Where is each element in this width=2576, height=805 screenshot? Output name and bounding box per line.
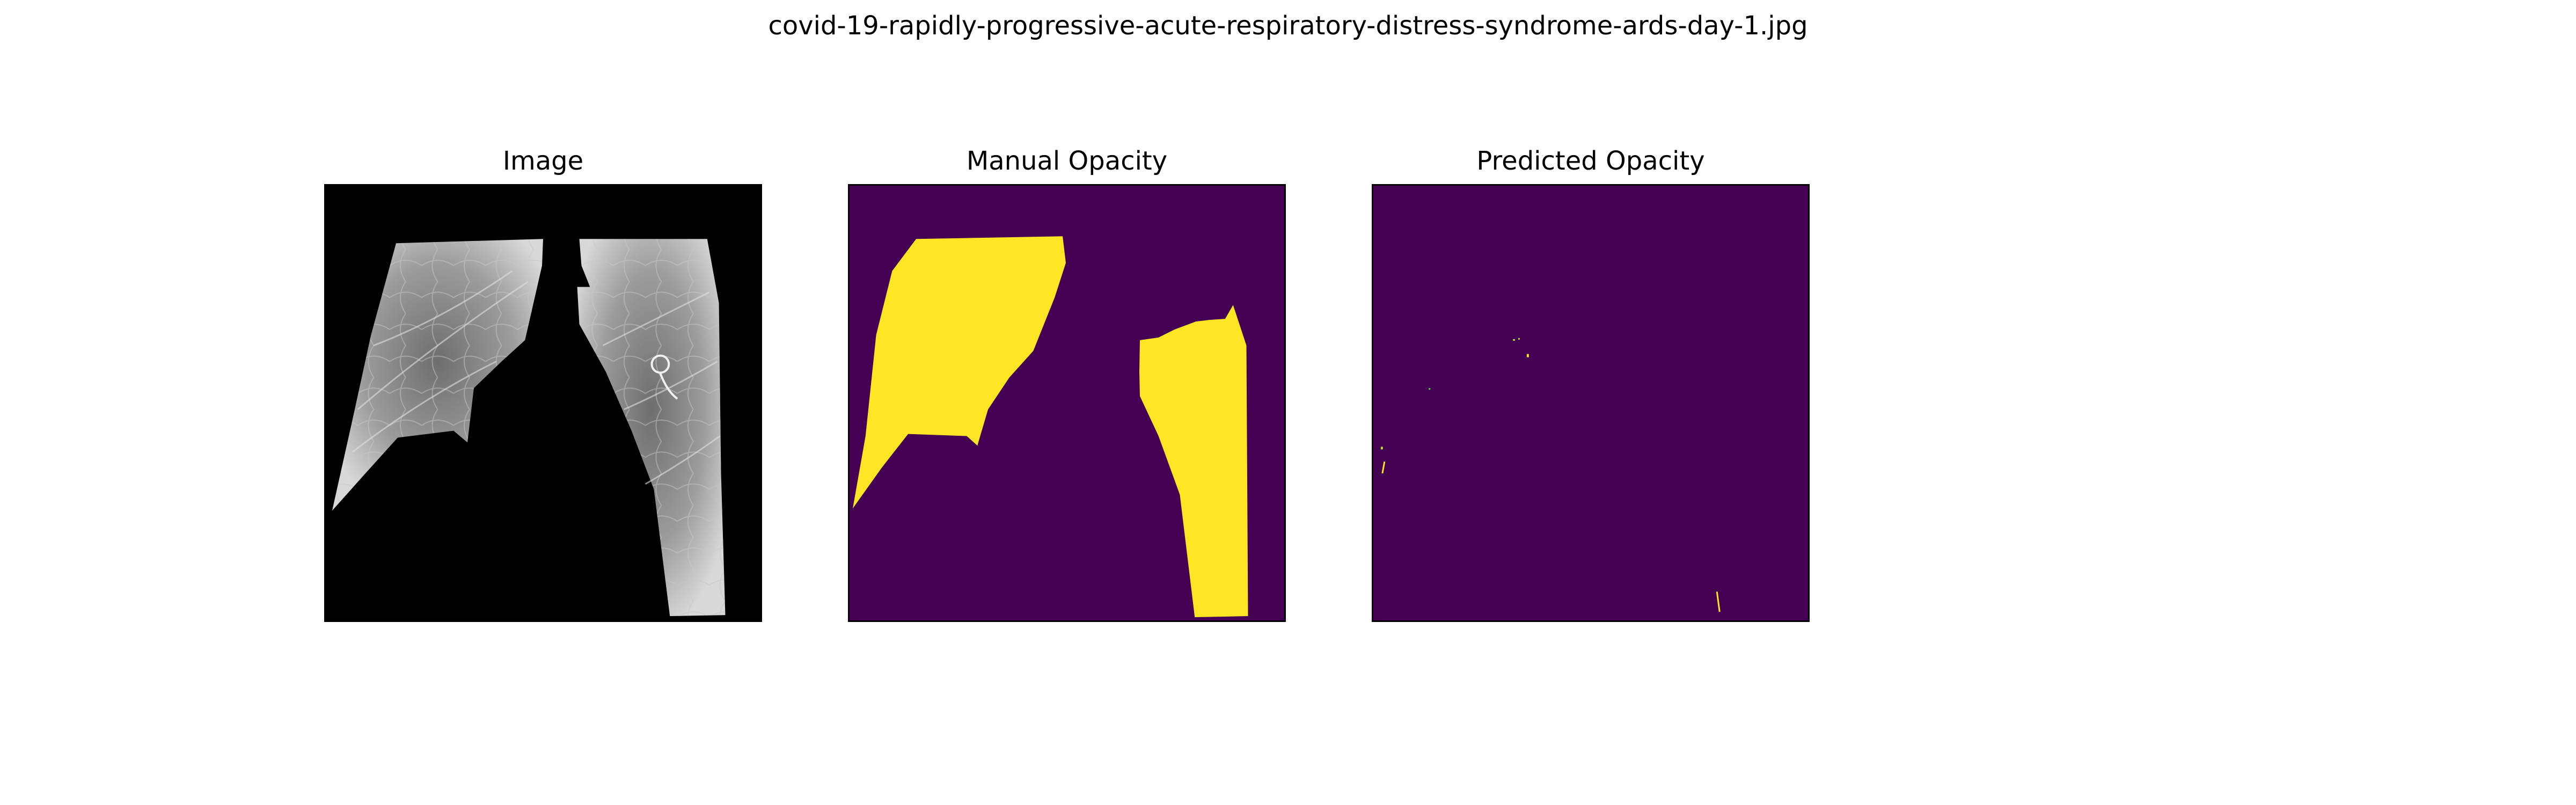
manual-opacity-region-right-lung bbox=[852, 236, 1066, 509]
predicted-opacity-specks bbox=[1380, 338, 1721, 612]
predicted-opacity-mask bbox=[1373, 186, 1808, 620]
xray-image bbox=[326, 186, 760, 620]
figure-title: covid-19-rapidly-progressive-acute-respi… bbox=[768, 11, 1808, 41]
xray-image-panel bbox=[324, 184, 762, 622]
manual-opacity-region-left-lung bbox=[1139, 305, 1248, 618]
manual-opacity-mask bbox=[850, 186, 1284, 620]
manual-opacity-panel bbox=[848, 184, 1286, 622]
predicted-opacity-panel bbox=[1372, 184, 1810, 622]
mask-background bbox=[1373, 186, 1808, 620]
image-panel-title: Image bbox=[502, 146, 584, 176]
device-ring-marker bbox=[650, 354, 670, 374]
left-lung-region bbox=[577, 239, 726, 617]
predicted-opacity-panel-title: Predicted Opacity bbox=[1476, 146, 1705, 176]
predicted-streak-bottom bbox=[1716, 591, 1721, 612]
predicted-streak-left bbox=[1381, 461, 1386, 474]
right-lung-region bbox=[332, 239, 543, 511]
manual-opacity-panel-title: Manual Opacity bbox=[966, 146, 1168, 176]
